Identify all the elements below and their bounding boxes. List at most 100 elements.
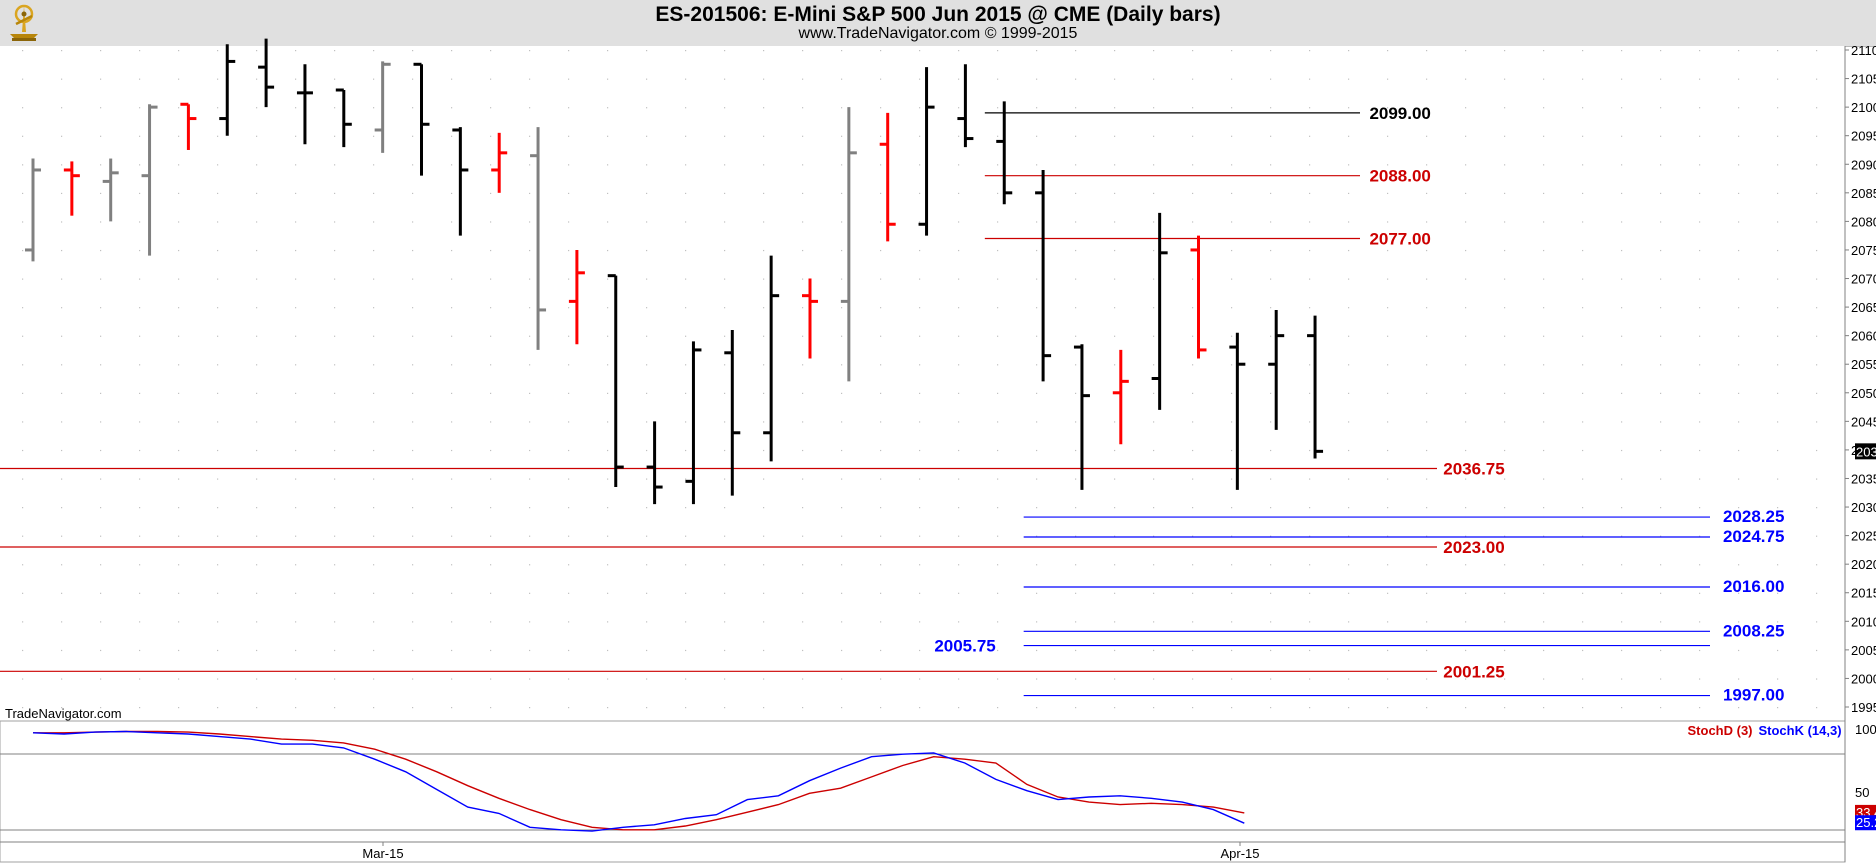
grid-dot — [100, 507, 102, 509]
y-tick-label: 2000.00 — [1851, 671, 1876, 686]
grid-dot — [1543, 449, 1545, 452]
grid-dot — [1036, 364, 1038, 366]
y-tick-label: 2075.00 — [1851, 243, 1876, 258]
grid-dot — [646, 564, 648, 566]
grid-dot — [568, 192, 570, 195]
grid-dot — [1192, 192, 1194, 195]
grid-dot — [1153, 164, 1155, 166]
grid-dot — [685, 335, 687, 337]
grid-dot — [1270, 249, 1272, 252]
ohlc-bar — [607, 274, 624, 488]
grid-dot — [880, 478, 882, 480]
grid-dot — [100, 449, 102, 452]
grid-dot — [568, 535, 570, 537]
grid-dot — [217, 278, 219, 280]
grid-dot — [958, 421, 960, 423]
grid-dot — [1543, 707, 1545, 709]
grid-dot — [529, 164, 531, 166]
grid-dot — [1465, 192, 1467, 195]
grid-dot — [1699, 535, 1701, 537]
stoch-tick-label: 50 — [1855, 785, 1869, 800]
grid-dot — [1309, 507, 1311, 509]
grid-dot — [217, 50, 219, 52]
grid-dot — [841, 135, 843, 137]
grid-dot — [1114, 649, 1116, 652]
grid-dot — [256, 535, 258, 537]
grid-dot — [568, 335, 570, 337]
grid-dot — [22, 478, 24, 480]
grid-dot — [763, 78, 765, 80]
grid-dot — [217, 335, 219, 337]
grid-dot — [802, 135, 804, 137]
grid-dot — [256, 707, 258, 709]
grid-dot — [1816, 478, 1818, 480]
grid-dot — [1465, 535, 1467, 537]
grid-dot — [997, 621, 999, 623]
grid-dot — [451, 678, 453, 680]
grid-dot — [412, 507, 414, 509]
grid-dot — [919, 621, 921, 623]
grid-dot — [1699, 621, 1701, 623]
grid-dot — [1075, 164, 1077, 166]
grid-dot — [1777, 221, 1779, 223]
grid-dot — [61, 164, 63, 166]
grid-dot — [1231, 649, 1233, 652]
grid-dot — [958, 449, 960, 452]
grid-dot — [1582, 192, 1584, 195]
grid-dot — [1231, 678, 1233, 680]
grid-dot — [607, 707, 609, 709]
grid-dot — [1426, 649, 1428, 652]
grid-dot — [685, 249, 687, 252]
grid-dot — [568, 249, 570, 252]
grid-dot — [1543, 678, 1545, 680]
grid-dot — [1036, 249, 1038, 252]
grid-dot — [1738, 364, 1740, 366]
grid-dot — [1465, 364, 1467, 366]
grid-dot — [61, 507, 63, 509]
grid-dot — [1231, 507, 1233, 509]
grid-dot — [139, 535, 141, 537]
grid-dot — [451, 478, 453, 480]
grid-dot — [1426, 449, 1428, 452]
grid-dot — [22, 135, 24, 137]
grid-dot — [1621, 707, 1623, 709]
grid-dot — [1582, 621, 1584, 623]
grid-dot — [1426, 307, 1428, 309]
grid-dot — [1387, 135, 1389, 137]
grid-dot — [1348, 335, 1350, 337]
grid-dot — [646, 707, 648, 709]
x-tick-label: Mar-15 — [362, 846, 403, 861]
grid-dot — [568, 678, 570, 680]
grid-dot — [1348, 707, 1350, 709]
grid-dot — [997, 249, 999, 252]
grid-dot — [256, 421, 258, 423]
grid-dot — [997, 364, 999, 366]
grid-dot — [139, 392, 141, 394]
ohlc-bars — [25, 38, 1324, 505]
grid-dot — [1309, 649, 1311, 652]
grid-dot — [1270, 678, 1272, 680]
grid-dot — [217, 535, 219, 537]
grid-dot — [607, 507, 609, 509]
grid-dot — [217, 364, 219, 366]
grid-dot — [1699, 678, 1701, 680]
ohlc-bar — [141, 104, 158, 256]
watermark: TradeNavigator.com — [5, 706, 122, 721]
grid-dot — [1699, 564, 1701, 566]
grid-dot — [451, 592, 453, 594]
grid-dot — [1036, 135, 1038, 137]
grid-dot — [997, 678, 999, 680]
grid-dot — [1426, 678, 1428, 680]
grid-dot — [1231, 221, 1233, 223]
grid-dot — [724, 592, 726, 594]
chart-title: ES-201506: E-Mini S&P 500 Jun 2015 @ CME… — [655, 3, 1221, 26]
grid-dot — [1036, 107, 1038, 109]
grid-dot — [100, 564, 102, 566]
grid-dot — [61, 707, 63, 709]
grid-dot — [685, 507, 687, 509]
grid-dot — [919, 592, 921, 594]
grid-dot — [178, 50, 180, 52]
grid-dot — [568, 135, 570, 137]
grid-dot — [1738, 649, 1740, 652]
grid-dot — [1114, 78, 1116, 80]
